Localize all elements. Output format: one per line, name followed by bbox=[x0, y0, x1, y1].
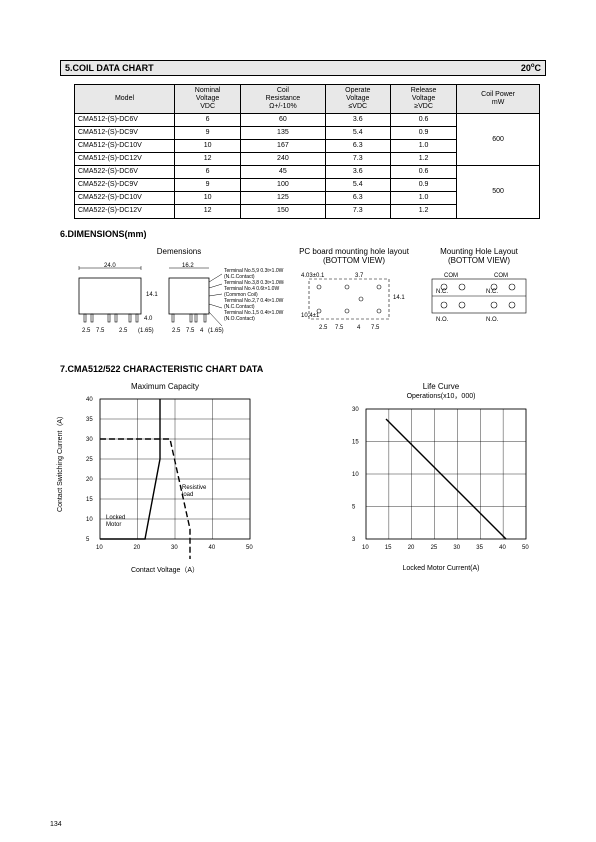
svg-text:5: 5 bbox=[352, 504, 356, 510]
svg-text:15: 15 bbox=[352, 439, 359, 445]
svg-text:4.03±0.1: 4.03±0.1 bbox=[301, 273, 325, 279]
page-number: 134 bbox=[50, 821, 62, 828]
svg-text:3: 3 bbox=[352, 537, 356, 543]
svg-text:30: 30 bbox=[352, 407, 359, 413]
svg-text:Motor: Motor bbox=[106, 522, 121, 528]
section5-temp: 20oC bbox=[521, 63, 541, 73]
svg-text:35: 35 bbox=[86, 417, 93, 423]
pcb-svg: 4.03±0.1 3.7 2.5 7.5 4 7.5 14.1 10.4±1 bbox=[299, 269, 409, 339]
svg-text:5: 5 bbox=[86, 537, 90, 543]
svg-text:3.7: 3.7 bbox=[355, 273, 364, 279]
svg-text:4: 4 bbox=[200, 328, 204, 334]
svg-text:(N.O.Contact): (N.O.Contact) bbox=[224, 316, 255, 322]
svg-text:24.0: 24.0 bbox=[104, 263, 116, 269]
svg-text:(1.65): (1.65) bbox=[208, 328, 224, 334]
svg-text:10: 10 bbox=[352, 472, 359, 478]
svg-text:30: 30 bbox=[453, 545, 460, 551]
svg-text:50: 50 bbox=[522, 545, 529, 551]
col-resistance: Coil Resistance Ω+/-10% bbox=[241, 85, 325, 114]
svg-text:40: 40 bbox=[209, 545, 216, 551]
svg-text:10: 10 bbox=[362, 545, 369, 551]
svg-text:14.1: 14.1 bbox=[146, 292, 158, 298]
svg-text:10: 10 bbox=[86, 517, 93, 523]
svg-text:2.5: 2.5 bbox=[82, 328, 91, 334]
svg-text:40: 40 bbox=[499, 545, 506, 551]
chart-life-curve: Life Curve Operations(x10，000) 30151053 … bbox=[336, 382, 546, 575]
svg-text:2.5: 2.5 bbox=[172, 328, 181, 334]
svg-text:16.2: 16.2 bbox=[182, 263, 194, 269]
svg-text:15: 15 bbox=[385, 545, 392, 551]
svg-text:2.5: 2.5 bbox=[119, 328, 128, 334]
svg-text:10.4±1: 10.4±1 bbox=[301, 313, 320, 319]
svg-text:2.5: 2.5 bbox=[319, 325, 328, 331]
svg-text:30: 30 bbox=[171, 545, 178, 551]
col-operate: Operate Voltage ≤VDC bbox=[325, 85, 390, 114]
svg-text:40: 40 bbox=[86, 397, 93, 403]
svg-text:N.O.: N.O. bbox=[486, 317, 499, 323]
svg-text:25: 25 bbox=[86, 457, 93, 463]
mount-svg: COM COM N.C. N.C. N.O. N.O. bbox=[424, 269, 534, 329]
svg-text:Locked: Locked bbox=[106, 515, 125, 521]
mount-label: Mounting Hole Layout (BOTTOM VIEW) bbox=[440, 247, 518, 265]
pcb-label: PC board mounting hole layout (BOTTOM VI… bbox=[299, 247, 409, 265]
svg-text:14.1: 14.1 bbox=[393, 295, 405, 301]
svg-text:N.C.: N.C. bbox=[436, 289, 448, 295]
svg-text:35: 35 bbox=[476, 545, 483, 551]
svg-text:30: 30 bbox=[86, 437, 93, 443]
dim-label: Demensions bbox=[157, 247, 201, 256]
col-release: Release Voltage ≥VDC bbox=[390, 85, 456, 114]
svg-text:20: 20 bbox=[408, 545, 415, 551]
section5-title: 5.COIL DATA CHART bbox=[65, 63, 154, 73]
dimensions-svg: 24.0 2.5 7.5 2.5 4.0 (1.65) 14.1 16.2 2.5 7… bbox=[74, 260, 284, 350]
col-nominal: Nominal Voltage VDC bbox=[175, 85, 241, 114]
svg-text:7.5: 7.5 bbox=[186, 328, 195, 334]
svg-text:4.0: 4.0 bbox=[144, 316, 153, 322]
svg-text:(1.65): (1.65) bbox=[138, 328, 154, 334]
svg-text:10: 10 bbox=[96, 545, 103, 551]
svg-text:4: 4 bbox=[357, 325, 361, 331]
svg-text:COM: COM bbox=[494, 273, 508, 279]
svg-text:20: 20 bbox=[134, 545, 141, 551]
svg-text:15: 15 bbox=[86, 497, 93, 503]
svg-text:COM: COM bbox=[444, 273, 458, 279]
section6-title: 6.DIMENSIONS(mm) bbox=[60, 229, 546, 239]
col-model: Model bbox=[75, 85, 175, 114]
dimensions-row: Demensions 24.0 2.5 7.5 2.5 4.0 (1.65) 14.… bbox=[74, 247, 546, 350]
svg-text:7.5: 7.5 bbox=[335, 325, 344, 331]
chart-row: Maximum Capacity Contact Switching Curre… bbox=[60, 382, 546, 575]
chart-max-capacity: Maximum Capacity Contact Switching Curre… bbox=[60, 382, 270, 575]
svg-text:N.C.: N.C. bbox=[486, 289, 498, 295]
svg-text:Resistive: Resistive bbox=[182, 485, 207, 491]
svg-text:20: 20 bbox=[86, 477, 93, 483]
svg-text:25: 25 bbox=[431, 545, 438, 551]
section7-title: 7.CMA512/522 CHARACTERISTIC CHART DATA bbox=[60, 364, 546, 374]
coil-data-table: Model Nominal Voltage VDC Coil Resistanc… bbox=[74, 84, 540, 219]
svg-text:7.5: 7.5 bbox=[96, 328, 105, 334]
svg-text:load: load bbox=[182, 492, 193, 498]
svg-text:50: 50 bbox=[246, 545, 253, 551]
svg-text:N.O.: N.O. bbox=[436, 317, 449, 323]
svg-text:7.5: 7.5 bbox=[371, 325, 380, 331]
col-power: Coil Power mW bbox=[457, 85, 540, 114]
section5-header: 5.COIL DATA CHART 20oC bbox=[60, 60, 546, 76]
